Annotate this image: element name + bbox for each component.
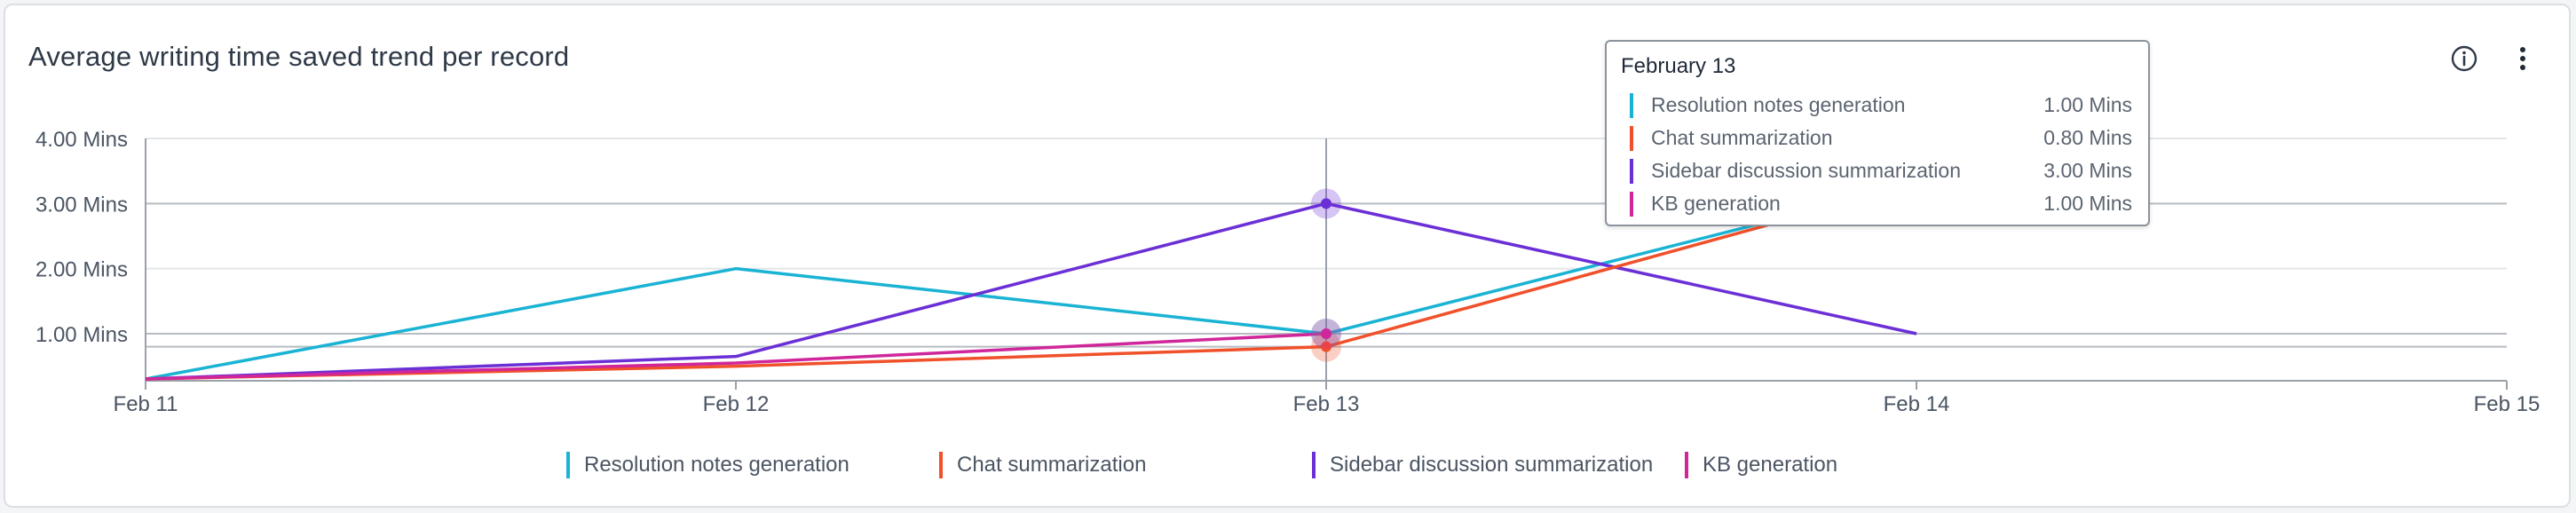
x-tick-label: Feb 14	[1884, 392, 1950, 416]
y-tick-label: 2.00 Mins	[36, 258, 128, 282]
series-line	[145, 182, 1917, 381]
x-tick-label: Feb 15	[2474, 392, 2540, 416]
tooltip-swatch	[1630, 159, 1633, 184]
y-tick-label: 4.00 Mins	[36, 128, 128, 152]
tooltip-series-name: Resolution notes generation	[1651, 93, 1906, 116]
tooltip-swatch	[1630, 192, 1633, 217]
series-line	[145, 182, 1917, 381]
tooltip-row: Chat summarization 0.80 Mins	[1621, 124, 2137, 151]
y-tick-label: 1.00 Mins	[36, 323, 128, 347]
legend-swatch	[1312, 452, 1316, 478]
legend-label: Sidebar discussion summarization	[1330, 453, 1654, 477]
more-options-icon[interactable]	[2507, 43, 2539, 75]
series-line	[145, 201, 1917, 381]
data-point	[1321, 328, 1331, 339]
x-tick-label: Feb 11	[114, 392, 178, 416]
tooltip-series-name: KB generation	[1651, 192, 1781, 215]
chart-tooltip: February 13 Resolution notes generation …	[1605, 40, 2150, 226]
data-point	[1321, 341, 1331, 352]
tooltip-row: KB generation 1.00 Mins	[1621, 190, 2137, 217]
chart-legend: Resolution notes generation Chat summari…	[0, 451, 2576, 481]
tooltip-series-value: 1.00 Mins	[2043, 192, 2132, 215]
tooltip-swatch	[1630, 126, 1633, 151]
legend-label: Resolution notes generation	[584, 453, 849, 477]
chart-title: Average writing time saved trend per rec…	[28, 41, 570, 72]
data-point	[1321, 198, 1331, 209]
tooltip-row: Sidebar discussion summarization 3.00 Mi…	[1621, 157, 2137, 184]
legend-label: Chat summarization	[957, 453, 1147, 477]
tooltip-series-value: 1.00 Mins	[2043, 93, 2132, 116]
tooltip-series-name: Sidebar discussion summarization	[1651, 159, 1961, 182]
legend-swatch	[566, 452, 570, 478]
tooltip-series-name: Chat summarization	[1651, 126, 1833, 149]
tooltip-series-value: 0.80 Mins	[2043, 126, 2132, 149]
tooltip-row: Resolution notes generation 1.00 Mins	[1621, 91, 2137, 118]
legend-swatch	[1685, 452, 1688, 478]
series-line	[145, 332, 1327, 381]
x-tick-label: Feb 12	[703, 392, 770, 416]
info-icon[interactable]	[2448, 43, 2480, 75]
legend-label: KB generation	[1703, 453, 1838, 477]
tooltip-swatch	[1630, 93, 1633, 118]
tooltip-series-value: 3.00 Mins	[2043, 159, 2132, 182]
y-tick-label: 3.00 Mins	[36, 193, 128, 217]
x-tick-label: Feb 13	[1293, 392, 1360, 416]
legend-swatch	[939, 452, 943, 478]
tooltip-title: February 13	[1621, 54, 1736, 78]
